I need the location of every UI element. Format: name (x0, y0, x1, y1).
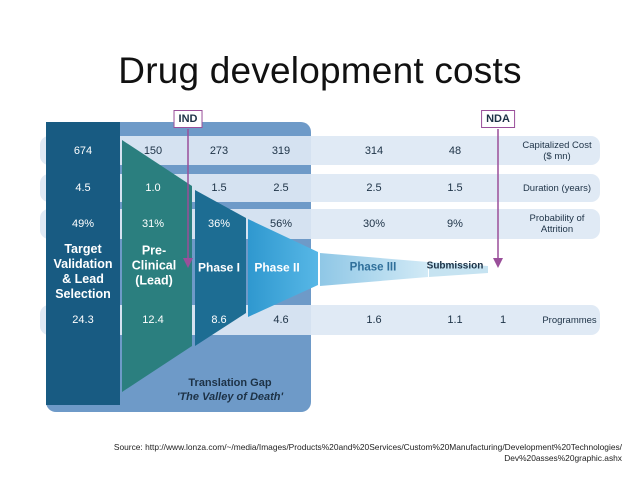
duration-submission: 1.5 (447, 182, 463, 194)
translation-gap-title: Translation Gap (188, 377, 272, 389)
source-line1: Source: http://www.lonza.com/~/media/Ima… (113, 442, 622, 452)
nda-marker: NDA (481, 110, 515, 128)
probability-submission: 9% (447, 218, 463, 230)
duration-phase1: 1.5 (211, 182, 227, 194)
programmes-label: Programmes (542, 315, 597, 326)
programmes-approved: 1 (499, 314, 507, 326)
cost-preclinical: 150 (143, 145, 163, 157)
nda-arrow-icon (493, 258, 503, 268)
target-validation-label: Target Validation & Lead Selection (53, 242, 112, 302)
programmes-phase2: 4.6 (273, 314, 289, 326)
probability-target: 49% (71, 218, 95, 230)
preclinical-label: Pre- Clinical (Lead) (132, 244, 176, 289)
cost-submission: 48 (448, 145, 462, 157)
phase3-funnel (320, 253, 428, 286)
cost-label-line1: Capitalized Cost (522, 140, 592, 151)
cost-target: 674 (73, 145, 93, 157)
programmes-submission: 1.1 (447, 314, 463, 326)
phase2-label: Phase II (254, 260, 300, 275)
submission-funnel (429, 262, 488, 277)
probability-label-line2: Attrition (540, 224, 574, 235)
cost-phase3: 314 (364, 145, 384, 157)
source-line2: Dev%20asses%20graphic.ashx (504, 453, 622, 463)
duration-phase3: 2.5 (366, 182, 382, 194)
duration-phase2: 2.5 (273, 182, 289, 194)
duration-label: Duration (years) (522, 183, 592, 194)
preclinical-label-line1: Pre- (141, 243, 167, 258)
programmes-preclinical: 12.4 (142, 314, 164, 326)
phase1-label: Phase I (197, 260, 241, 275)
probability-preclinical: 31% (141, 218, 165, 230)
phase3-label: Phase III (349, 261, 397, 274)
target-label-line4: Selection (55, 287, 111, 301)
probability-phase2: 56% (269, 218, 293, 230)
ind-marker: IND (173, 110, 203, 128)
target-validation-block (46, 122, 120, 405)
programmes-phase1: 8.6 (211, 314, 227, 326)
cost-label-line2: ($ mn) (543, 151, 571, 162)
preclinical-label-line2: Clinical (131, 258, 177, 273)
cost-phase2: 319 (271, 145, 291, 157)
ind-arrow-icon (183, 258, 193, 268)
cost-band (40, 136, 600, 165)
cost-label: Capitalized Cost ($ mn) (512, 140, 602, 162)
programmes-phase3: 1.6 (366, 314, 382, 326)
target-label-line1: Target (64, 242, 102, 256)
duration-preclinical: 1.0 (145, 182, 161, 194)
probability-phase3: 30% (362, 218, 386, 230)
slide-title: Drug development costs (118, 50, 522, 91)
translation-gap-subtitle: 'The Valley of Death' (176, 391, 284, 403)
target-label-line3: & Lead (62, 272, 104, 286)
source-citation: Source: http://www.lonza.com/~/media/Ima… (62, 442, 622, 464)
probability-phase1: 36% (207, 218, 231, 230)
phase2-funnel (248, 219, 318, 317)
duration-target: 4.5 (75, 182, 91, 194)
cost-phase1: 273 (209, 145, 229, 157)
preclinical-funnel (122, 140, 192, 392)
phase1-funnel (195, 190, 246, 346)
probability-label: Probability of Attrition (512, 213, 602, 235)
target-label-line2: Validation (53, 257, 113, 271)
probability-label-line1: Probability of (529, 213, 585, 224)
preclinical-label-line3: (Lead) (135, 273, 173, 288)
programmes-target: 24.3 (72, 314, 94, 326)
submission-label: Submission (426, 260, 484, 272)
